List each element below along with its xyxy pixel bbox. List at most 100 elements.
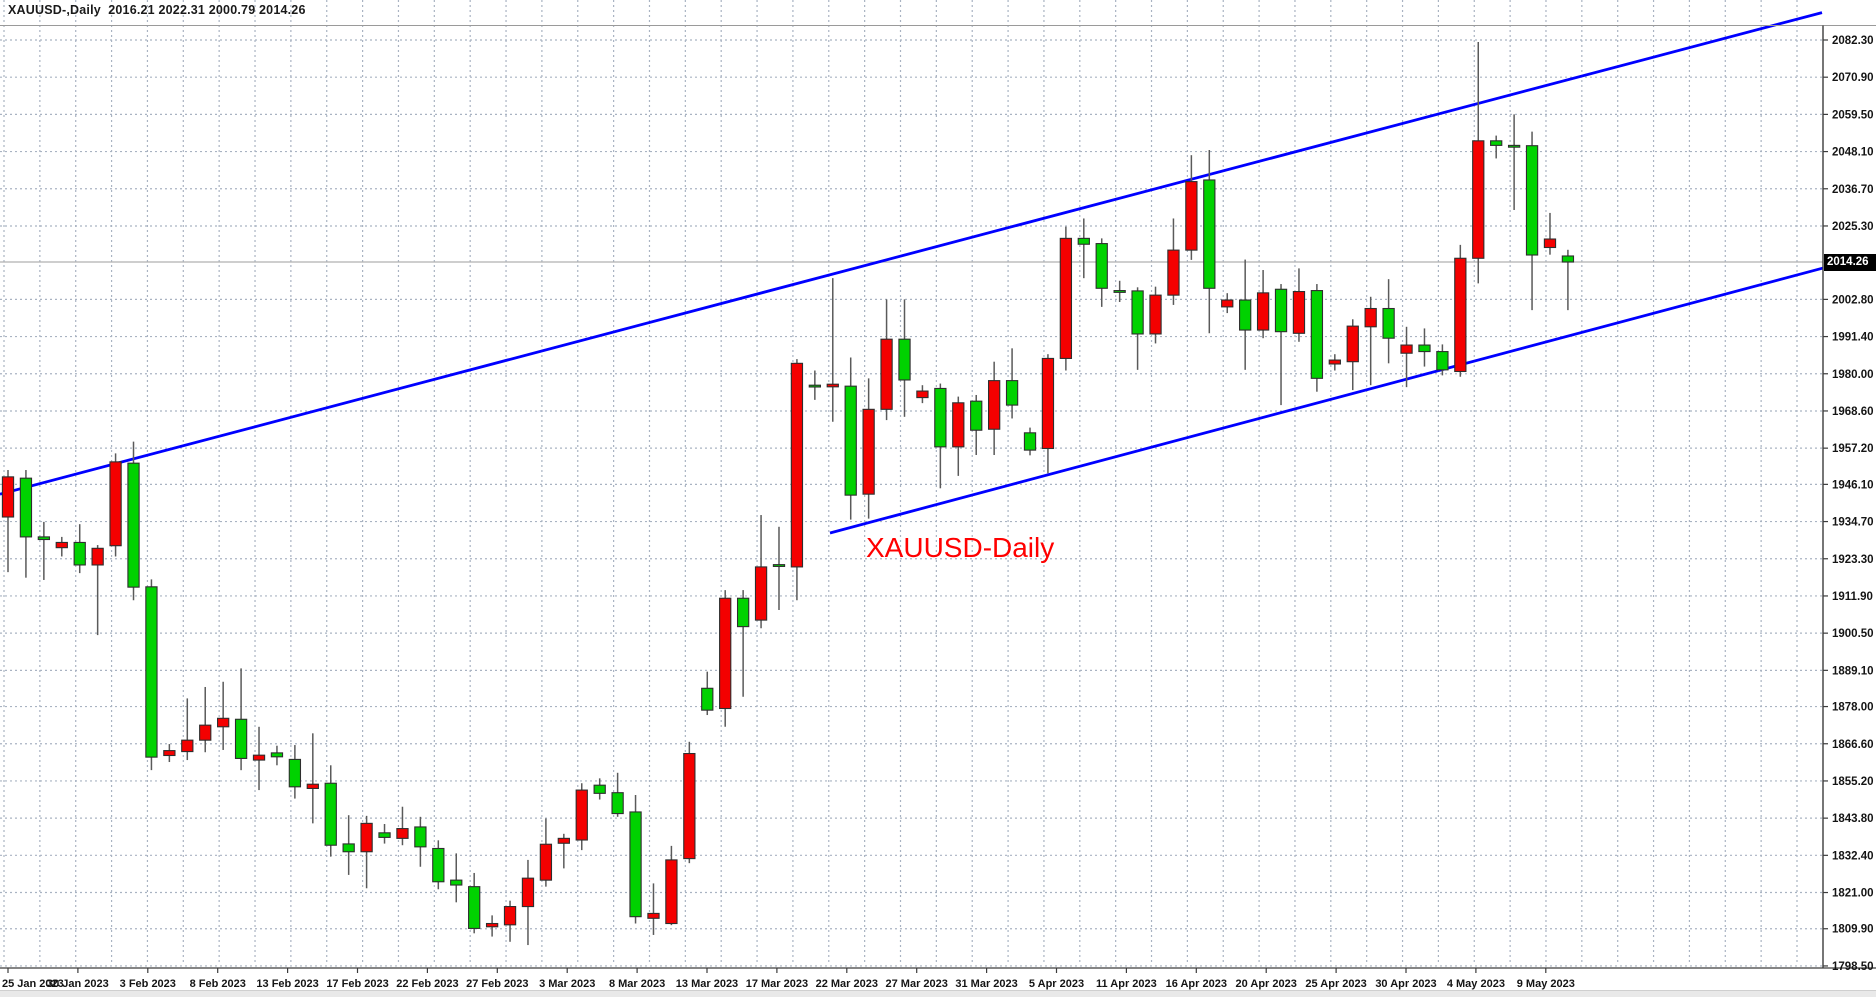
candle [1005,380,1019,406]
candle [1364,307,1377,328]
price-axis-label: 1866.60 [1832,739,1874,751]
time-axis-label: 25 Jan 2023 [2,978,64,990]
candle [73,541,86,566]
candle [1095,243,1108,289]
candle [1203,179,1216,289]
candle [826,383,839,388]
candle [127,462,140,588]
candle [772,564,786,567]
candle [432,847,445,883]
current-price-tag: 2014.26 [1824,254,1876,271]
candle [683,752,696,860]
candle [629,811,642,918]
time-axis-label: 16 Apr 2023 [1166,978,1227,990]
candle [665,859,678,925]
time-axis-label: 27 Mar 2023 [886,978,948,990]
candle [1507,144,1521,148]
price-axis-label: 2070.90 [1832,72,1874,84]
candle [55,541,68,549]
price-axis-label: 1843.80 [1832,813,1874,825]
candle [701,687,714,711]
candle [611,792,624,815]
candle [181,739,194,753]
symbol-watermark: XAUUSD-Daily [866,532,1055,563]
price-axis: 2082.30 2070.90 2059.50 2048.10 2036.70 2025.… [1823,35,1874,973]
time-axis-label: 31 Mar 2023 [955,978,1017,990]
price-axis-label: 1878.00 [1832,702,1874,714]
candle [217,717,230,728]
candle [234,718,248,759]
candle [1256,292,1270,331]
candle [468,886,481,929]
time-axis-label: 13 Feb 2023 [256,978,318,990]
candle [539,843,553,881]
price-axis-label: 2002.80 [1832,294,1874,306]
time-axis-label: 22 Mar 2023 [816,978,878,990]
candle [1059,237,1073,359]
price-axis-label: 1832.40 [1832,850,1874,862]
price-axis-label: 2048.10 [1832,147,1874,159]
candle [37,536,51,541]
candle [1274,288,1288,333]
candle [593,784,606,794]
time-axis-label: 8 Feb 2023 [190,978,246,990]
candle [1400,344,1413,354]
candle [1418,344,1431,353]
price-axis-label: 2036.70 [1832,184,1874,196]
price-axis-label: 1923.30 [1832,554,1874,566]
candle [844,385,857,496]
candle [1113,290,1126,293]
grid-lines [0,0,1823,967]
candle [862,408,875,495]
candle [647,912,660,919]
candle [898,338,911,381]
price-axis-label: 1809.90 [1832,924,1874,936]
price-axis-label: 1991.40 [1832,332,1874,344]
candle [1346,325,1359,363]
price-axis-label: 1889.10 [1832,665,1874,677]
window-bottom-strip [0,990,1876,997]
candle [503,906,517,926]
candle [1149,294,1162,335]
candle [1292,290,1306,334]
candle [1077,237,1090,245]
candle [1167,249,1180,296]
candle [414,826,427,848]
candle [450,879,463,886]
candle [1310,290,1324,379]
candle [1131,290,1144,335]
candle [1221,299,1234,308]
candles-layer [1,41,1575,946]
candle [1543,238,1557,249]
candle [575,789,588,841]
candle [306,783,319,790]
time-axis-label: 30 Apr 2023 [1375,978,1436,990]
time-axis-label: 3 Feb 2023 [120,978,176,990]
candle [970,400,983,431]
time-axis-label: 5 Apr 2023 [1029,978,1084,990]
upper-channel-line[interactable] [0,11,1823,496]
lower-channel-line[interactable] [829,266,1824,535]
price-axis-label: 2025.30 [1832,221,1874,233]
candle [880,338,893,410]
price-axis-label: 1934.70 [1832,517,1874,529]
candle [1382,307,1395,339]
candle [324,782,337,846]
candle [521,877,535,908]
candle [360,822,373,853]
price-axis-label: 1798.50 [1832,961,1874,973]
trend-channel [0,11,1824,535]
time-axis-label: 30 Jan 2023 [47,978,109,990]
price-axis-label: 1821.00 [1832,888,1874,900]
candle [396,828,409,839]
candle [1023,432,1037,451]
candle [91,547,104,566]
chart-header-ohlc: XAUUSD-,Daily 2016.21 2022.31 2000.79 20… [8,3,306,17]
time-axis-label: 13 Mar 2023 [676,978,738,990]
candle [1490,140,1503,146]
candle [736,597,750,628]
candle [934,387,947,448]
